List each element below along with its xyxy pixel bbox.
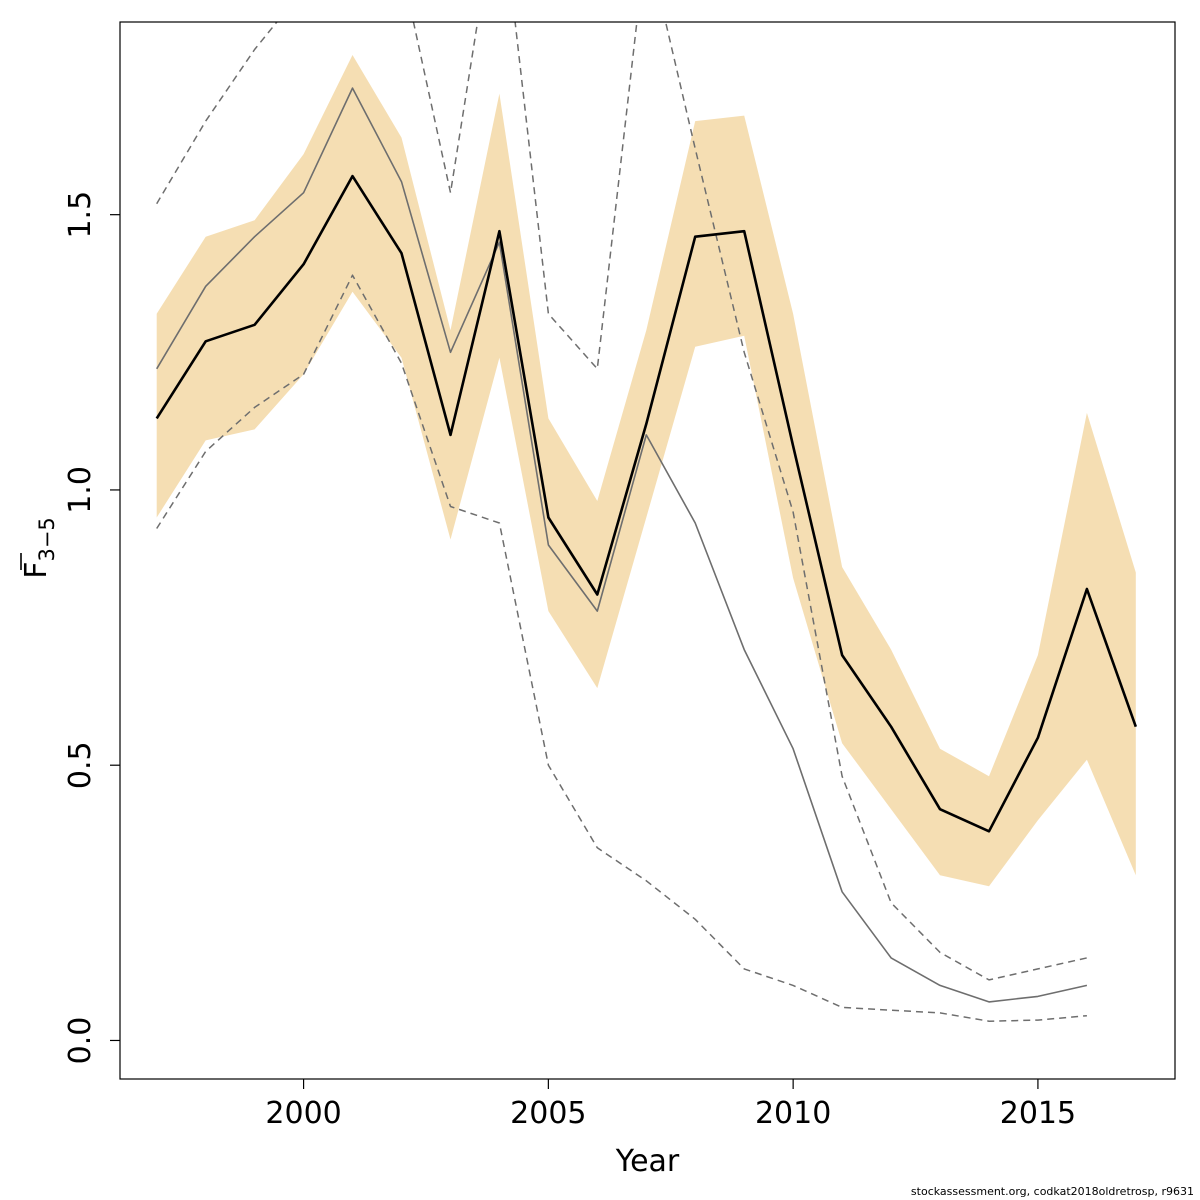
confidence-band — [156, 55, 1136, 887]
x-tick-label: 2015 — [1000, 1096, 1076, 1131]
credit-text: stockassessment.org, codkat2018oldretros… — [910, 1185, 1194, 1198]
svg-text:F3−5: F3−5 — [19, 517, 59, 579]
x-axis: 2000 2005 2010 2015 — [265, 1079, 1076, 1131]
y-axis-title-subscript: 3−5 — [35, 517, 59, 561]
y-axis: 0.0 0.5 1.0 1.5 — [63, 191, 120, 1064]
y-axis-title: F3−5 — [19, 517, 59, 579]
x-axis-title: Year — [615, 1144, 680, 1179]
y-tick-label: 1.5 — [63, 191, 98, 239]
y-tick-label: 1.0 — [63, 466, 98, 514]
y-tick-label: 0.5 — [63, 741, 98, 789]
grey-series-line — [156, 87, 1088, 1003]
x-tick-label: 2010 — [755, 1096, 831, 1131]
x-tick-label: 2005 — [510, 1096, 586, 1131]
plot-area — [155, 22, 1138, 1022]
y-axis-title-main: F — [19, 562, 54, 579]
estimate-series-line — [155, 174, 1138, 833]
dashed-series-line-2 — [156, 274, 1087, 1022]
x-tick-label: 2000 — [265, 1096, 341, 1131]
plot-frame — [119, 21, 1176, 1080]
y-tick-label: 0.0 — [63, 1017, 98, 1065]
